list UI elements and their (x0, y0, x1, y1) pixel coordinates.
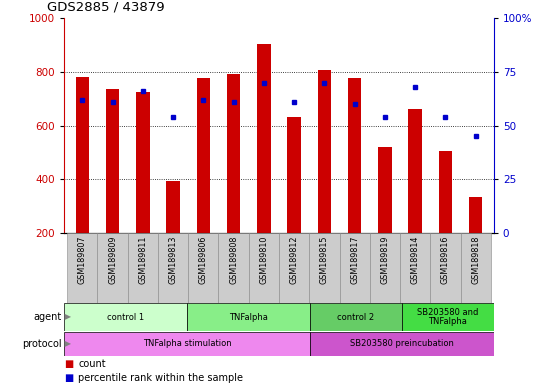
Bar (136, 92, 150, 233)
Bar (75, 77, 89, 233)
Bar (318, 70, 331, 233)
Text: SB203580 preincubation: SB203580 preincubation (350, 339, 454, 349)
Bar (400, 233, 430, 303)
Text: GSM189817: GSM189817 (350, 236, 359, 284)
Bar (279, 233, 309, 303)
Text: GSM189818: GSM189818 (471, 236, 480, 284)
Bar (310, 303, 402, 331)
Text: GSM189807: GSM189807 (78, 236, 87, 284)
Text: GSM189811: GSM189811 (138, 236, 147, 284)
Text: GSM189812: GSM189812 (290, 236, 299, 284)
Text: ■: ■ (64, 373, 74, 383)
Text: percentile rank within the sample: percentile rank within the sample (78, 373, 243, 383)
Bar (64, 303, 187, 331)
Bar (402, 303, 494, 331)
Bar (430, 233, 460, 303)
Bar (249, 233, 279, 303)
Text: GSM189808: GSM189808 (229, 236, 238, 284)
Text: control 1: control 1 (107, 313, 144, 321)
Text: GSM189816: GSM189816 (441, 236, 450, 284)
Text: count: count (78, 359, 106, 369)
Text: GSM189814: GSM189814 (411, 236, 420, 284)
Text: ▶: ▶ (62, 339, 71, 349)
Bar (460, 233, 491, 303)
Bar (287, 118, 301, 233)
Text: protocol: protocol (22, 339, 61, 349)
Bar (339, 233, 370, 303)
Bar (370, 233, 400, 303)
Text: GSM189815: GSM189815 (320, 236, 329, 284)
Bar (98, 233, 128, 303)
Bar (128, 233, 158, 303)
Text: TNFalpha stimulation: TNFalpha stimulation (143, 339, 231, 349)
Bar (227, 74, 240, 233)
Bar (64, 332, 310, 356)
Bar (106, 89, 119, 233)
Text: GSM189809: GSM189809 (108, 236, 117, 284)
Bar (219, 233, 249, 303)
Text: ▶: ▶ (62, 313, 71, 321)
Text: GSM189810: GSM189810 (259, 236, 268, 284)
Bar (67, 233, 98, 303)
Bar (408, 109, 422, 233)
Bar (309, 233, 339, 303)
Text: TNFalpha: TNFalpha (229, 313, 268, 321)
Bar (257, 43, 271, 233)
Text: control 2: control 2 (337, 313, 374, 321)
Bar (158, 233, 188, 303)
Bar (310, 332, 494, 356)
Bar (348, 78, 362, 233)
Text: GSM189819: GSM189819 (381, 236, 389, 284)
Text: agent: agent (33, 312, 61, 322)
Text: ■: ■ (64, 359, 74, 369)
Bar (469, 197, 483, 233)
Bar (188, 233, 219, 303)
Text: GSM189813: GSM189813 (169, 236, 177, 284)
Bar (378, 147, 392, 233)
Bar (187, 303, 310, 331)
Text: SB203580 and
TNFalpha: SB203580 and TNFalpha (417, 308, 478, 326)
Text: GDS2885 / 43879: GDS2885 / 43879 (47, 1, 165, 14)
Bar (439, 151, 452, 233)
Text: GSM189806: GSM189806 (199, 236, 208, 284)
Bar (166, 180, 180, 233)
Bar (196, 78, 210, 233)
